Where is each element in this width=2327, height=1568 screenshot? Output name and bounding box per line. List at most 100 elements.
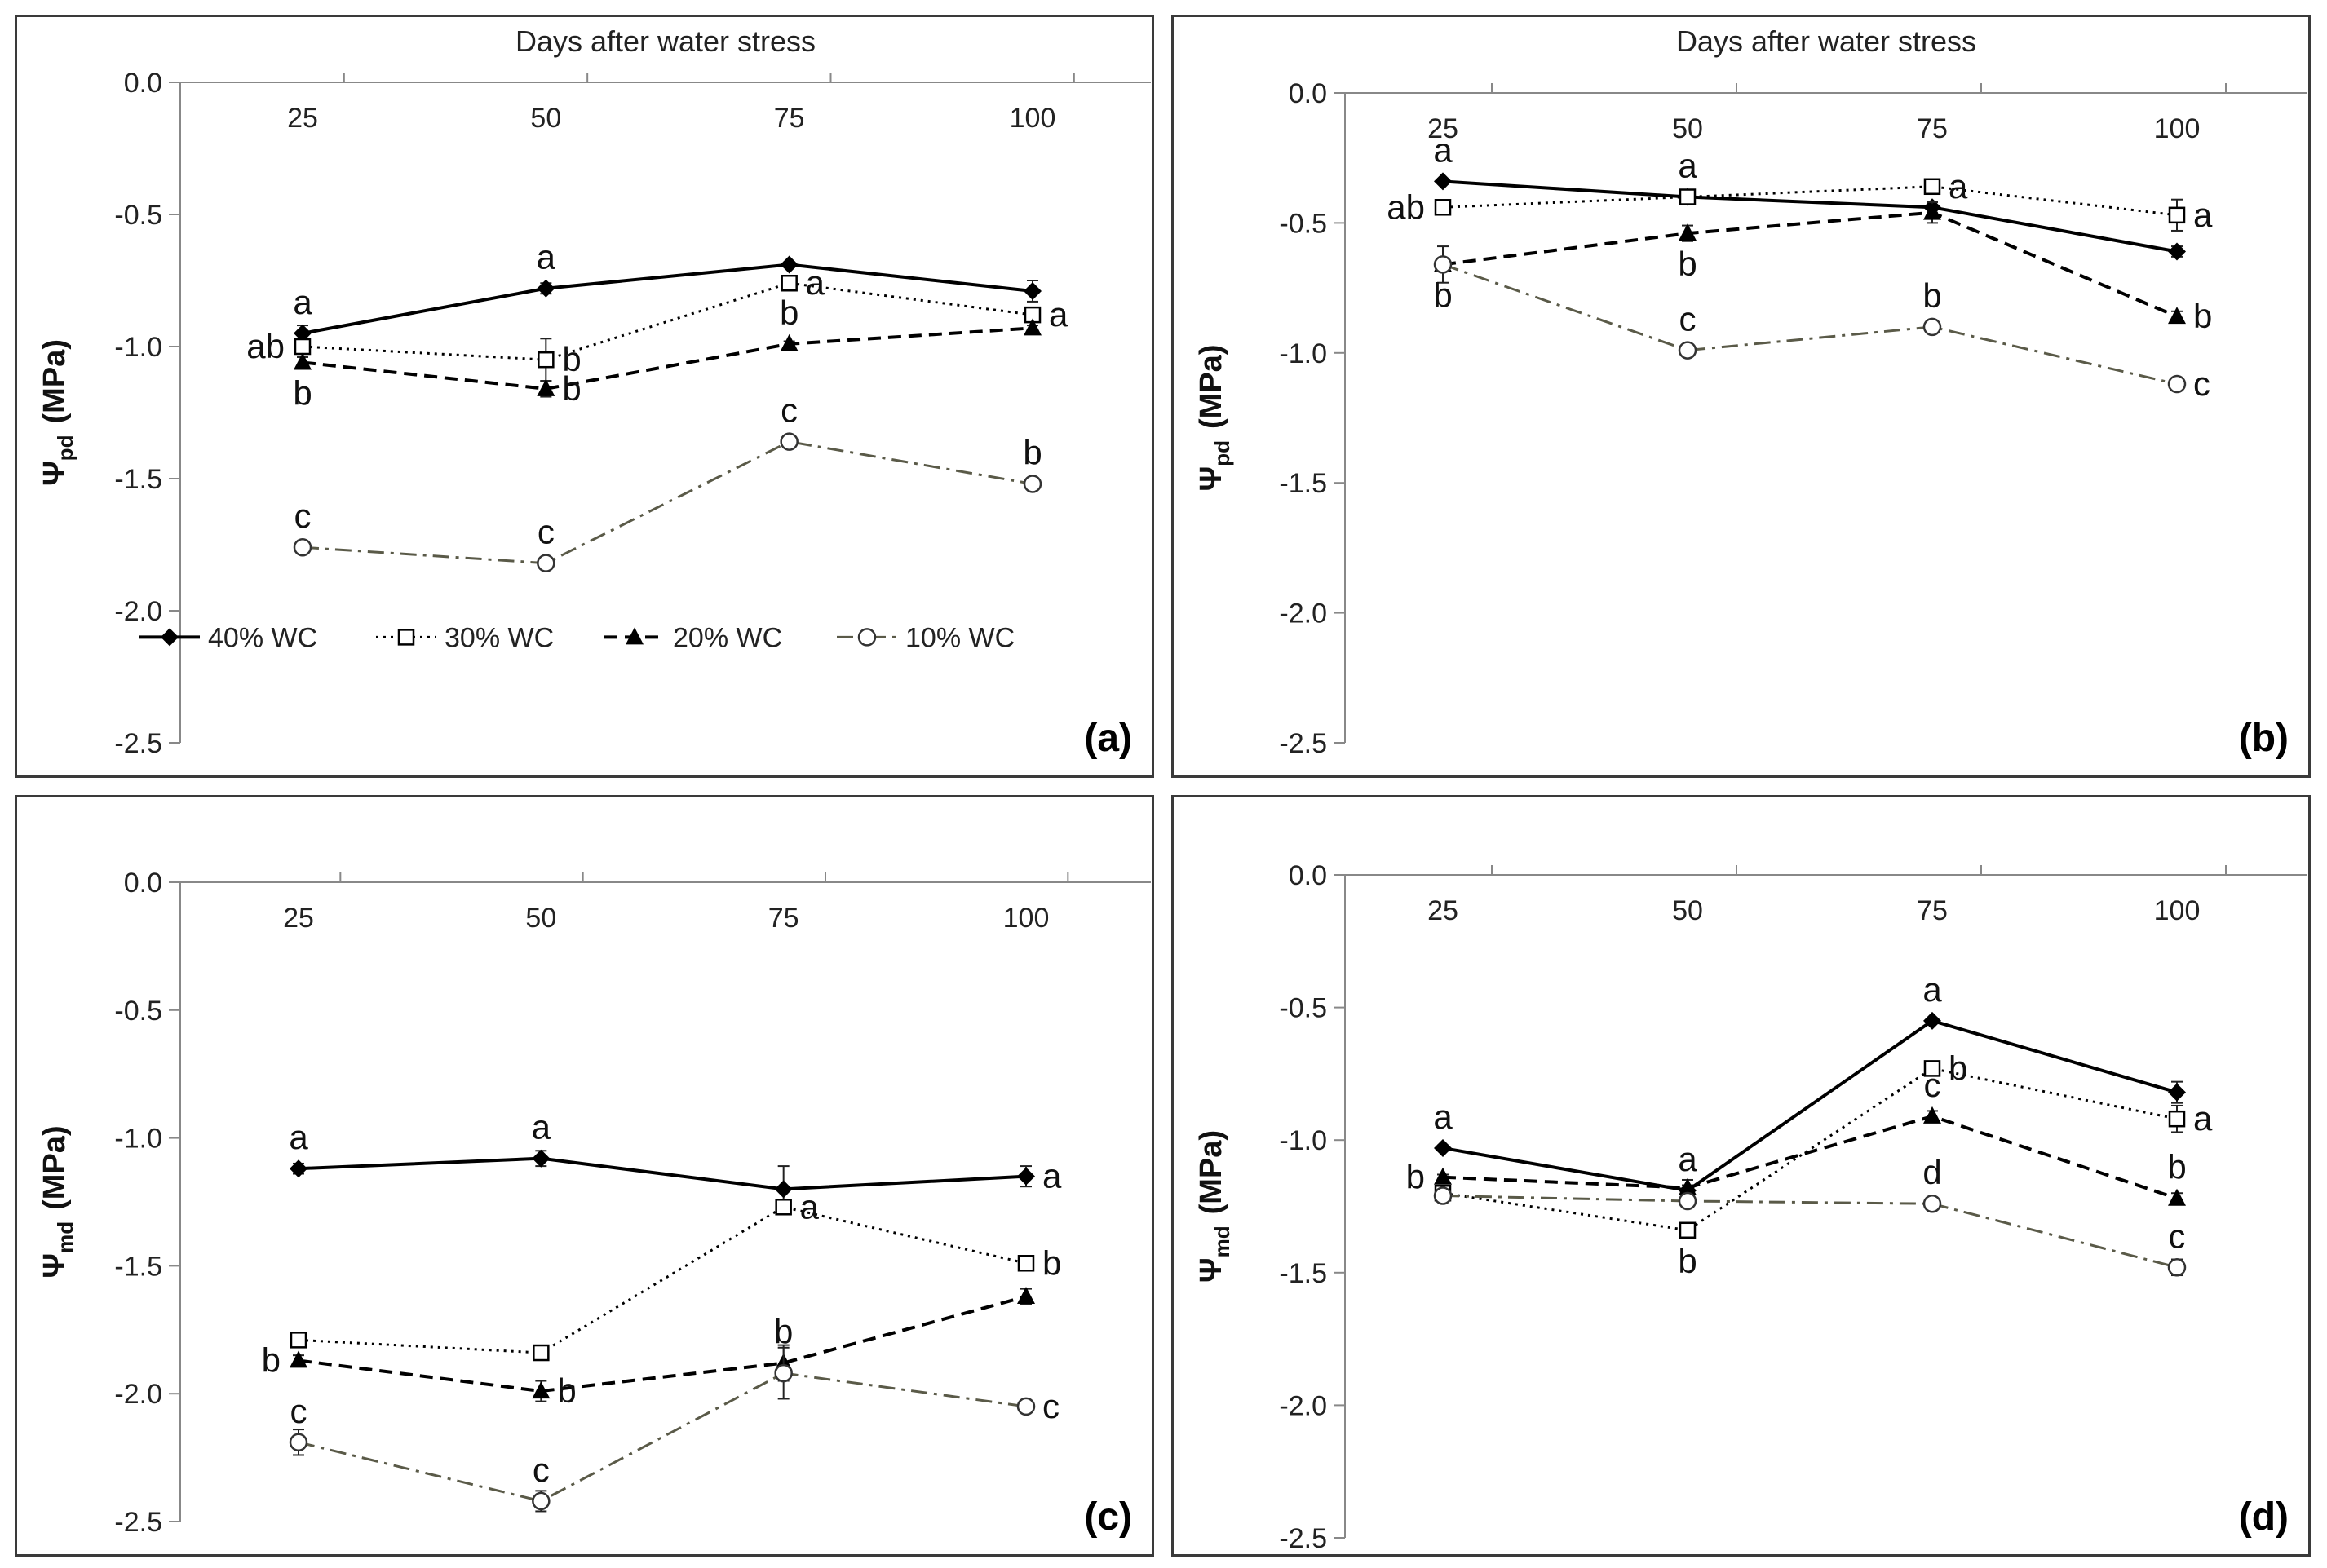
y-tick-label: 0.0 — [124, 68, 162, 99]
data-point — [2168, 1188, 2186, 1206]
series-line — [1442, 1067, 2178, 1232]
significance-letter: b — [774, 1313, 793, 1351]
y-tick-label: -1.0 — [114, 1124, 162, 1155]
series-line — [298, 1295, 1027, 1394]
y-axis-label: Ψpd(MPa) — [1194, 345, 1234, 492]
axis-title: Days after water stress — [1676, 24, 1976, 58]
data-point — [2168, 206, 2186, 224]
significance-letter: b — [1023, 433, 1042, 471]
significance-letter: a — [806, 263, 825, 302]
data-point — [532, 1381, 551, 1399]
significance-letter: b — [2193, 297, 2212, 335]
y-tick-label: -1.0 — [1279, 1125, 1327, 1156]
legend-marker — [857, 628, 877, 647]
legend-label: 40% WC — [208, 622, 317, 653]
series-line — [298, 1156, 1027, 1191]
y-axis-label: Ψmd(MPa) — [1194, 1130, 1234, 1283]
data-point — [775, 1199, 792, 1216]
data-point — [781, 274, 798, 292]
data-point — [780, 255, 799, 274]
data-point — [294, 324, 312, 342]
significance-letter: a — [1678, 1140, 1697, 1178]
data-point — [2168, 1110, 2186, 1128]
legend-label: 20% WC — [673, 622, 782, 653]
series-line — [1442, 1194, 2178, 1269]
y-tick-label: 0.0 — [124, 868, 162, 899]
significance-letter: ab — [246, 327, 285, 365]
significance-letter: a — [1433, 130, 1453, 169]
data-point — [2168, 242, 2186, 261]
significance-letter: c — [1679, 300, 1697, 338]
significance-letter: b — [1678, 245, 1697, 283]
series-line — [1442, 210, 2178, 319]
series-line — [298, 1371, 1027, 1503]
data-point — [1923, 1011, 1941, 1030]
significance-letter: c — [2193, 364, 2210, 403]
panel-label: (d) — [2239, 1495, 2289, 1539]
x-tick-label: 25 — [1427, 895, 1458, 926]
significance-letter: b — [1406, 1158, 1425, 1196]
data-point — [1434, 199, 1452, 216]
y-tick-label: -2.5 — [114, 728, 162, 759]
data-point — [774, 1180, 793, 1199]
panel-b: 0.0 -0.5 -1.0 -1.5 -2.0 -2.5 25 50 75 100 Days aft… — [1171, 15, 2311, 778]
data-point — [1023, 475, 1042, 493]
data-point — [294, 352, 312, 370]
panel-d: 0.0 -0.5 -1.0 -1.5 -2.0 -2.5 25 50 75 100 Ψmd(MPa)… — [1171, 795, 2311, 1557]
data-point — [537, 554, 555, 572]
data-point — [1017, 1287, 1035, 1305]
series-line — [302, 326, 1033, 391]
series-s40: a a a — [289, 1108, 1062, 1213]
panel-label: (b) — [2239, 717, 2289, 760]
data-point — [289, 1433, 308, 1452]
series-s10: c c c — [289, 1346, 1060, 1513]
panel-a: 0.0 -0.5 -1.0 -1.5 -2.0 -2.5 25 50 75 100 Days aft… — [15, 15, 1154, 778]
data-point — [1678, 1191, 1697, 1211]
panel-label: (c) — [1084, 1495, 1132, 1539]
x-tick-label: 100 — [1003, 903, 1050, 934]
significance-letter: a — [1049, 295, 1068, 333]
series-s10: dc — [1433, 1153, 2187, 1277]
data-point — [774, 1363, 793, 1383]
significance-letter: b — [1922, 276, 1941, 315]
data-point — [2167, 1258, 2187, 1277]
legend-label: 10% WC — [905, 622, 1015, 653]
data-point — [1679, 1177, 1697, 1195]
y-tick-label: -0.5 — [114, 200, 162, 231]
significance-letter: a — [289, 1118, 308, 1156]
series-line — [302, 440, 1033, 565]
data-point — [1434, 172, 1452, 191]
y-tick-label: -2.0 — [114, 1379, 162, 1410]
series-s30: ab — [290, 1187, 1061, 1362]
data-point — [1923, 202, 1941, 220]
significance-letter: a — [2193, 196, 2213, 234]
significance-letter: a — [1949, 167, 1968, 205]
data-point — [532, 1149, 551, 1168]
legend-marker — [626, 627, 644, 645]
panel-c: 0.0 -0.5 -1.0 -1.5 -2.0 -2.5 25 50 75 100 Ψmd(MPa)… — [15, 795, 1154, 1557]
significance-letter: a — [532, 1108, 551, 1146]
y-tick-label: -1.0 — [114, 332, 162, 363]
significance-letter: b — [780, 294, 799, 332]
series-line — [302, 281, 1033, 361]
data-point — [1923, 1106, 1941, 1124]
significance-letter: a — [800, 1187, 820, 1226]
significance-letter: c — [1042, 1387, 1060, 1425]
significance-letter: b — [557, 1371, 576, 1410]
legend-label: 30% WC — [445, 622, 554, 653]
series-line — [1442, 185, 2178, 217]
y-tick-label: -0.5 — [114, 996, 162, 1027]
significance-letter: c — [781, 391, 798, 430]
significance-letter: c — [1924, 1066, 1941, 1104]
series-line — [298, 1205, 1027, 1354]
data-point — [1922, 1194, 1942, 1213]
data-point — [1923, 178, 1941, 196]
data-point — [780, 432, 799, 451]
data-point — [290, 1332, 307, 1349]
x-tick-label: 75 — [1917, 895, 1948, 926]
significance-letter: a — [1922, 970, 1942, 1009]
y-tick-label: -2.5 — [1279, 728, 1327, 759]
series-line — [1442, 179, 2178, 254]
y-tick-label: -0.5 — [1279, 208, 1327, 239]
